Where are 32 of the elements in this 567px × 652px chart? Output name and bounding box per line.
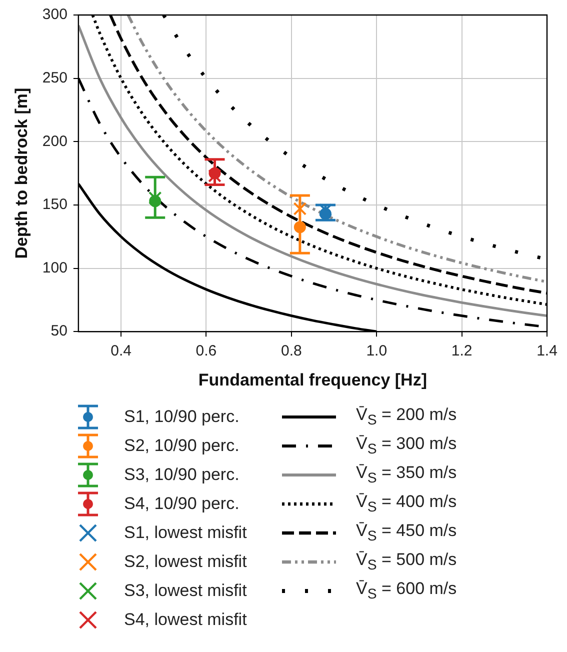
y-tick-label: 200	[42, 132, 68, 150]
y-axis-title: Depth to bedrock [m]	[12, 88, 31, 259]
point	[293, 202, 307, 216]
point	[148, 191, 162, 205]
legend-label: V̄$_{S}$ = 350 m/s	[356, 462, 457, 486]
legend-label: S1, lowest misfit	[124, 522, 247, 542]
y-tick-label: 300	[42, 6, 68, 24]
x-tick-label: 0.4	[110, 342, 132, 360]
legend-label: V̄$_{S}$ = 300 m/s	[356, 434, 457, 458]
legend-label: S2, 10/90 perc.	[124, 436, 240, 456]
x-tick-label: 0.8	[280, 342, 302, 360]
y-tick-label: 100	[42, 259, 68, 276]
legend-label: S2, lowest misfit	[124, 552, 247, 572]
legend-label: S1, 10/90 perc.	[124, 406, 240, 426]
x-tick-label: 0.6	[196, 342, 217, 360]
legend-label: V̄$_{S}$ = 500 m/s	[356, 550, 457, 574]
legend-label: S4, lowest misfit	[124, 610, 247, 630]
y-tick-label: 250	[42, 69, 68, 86]
x-tick-label: 1.2	[451, 342, 472, 360]
x-axis-title: Fundamental frequency [Hz]	[198, 370, 428, 390]
legend-label: V̄$_{S}$ = 400 m/s	[356, 492, 457, 516]
x-tick-label: 1.0	[366, 342, 388, 360]
legend-label: V̄$_{S}$ = 600 m/s	[356, 578, 457, 602]
legend-label: S4, 10/90 perc.	[124, 494, 240, 514]
y-tick-label: 50	[50, 322, 68, 340]
x-tick-label: 1.4	[536, 342, 558, 360]
legend-label: V̄$_{S}$ = 200 m/s	[356, 404, 457, 428]
legend-label: S3, lowest misfit	[124, 580, 247, 600]
y-tick-label: 150	[42, 196, 68, 214]
legend-label: V̄$_{S}$ = 450 m/s	[356, 520, 457, 544]
legend-label: S3, 10/90 perc.	[124, 464, 240, 484]
point	[208, 169, 222, 182]
